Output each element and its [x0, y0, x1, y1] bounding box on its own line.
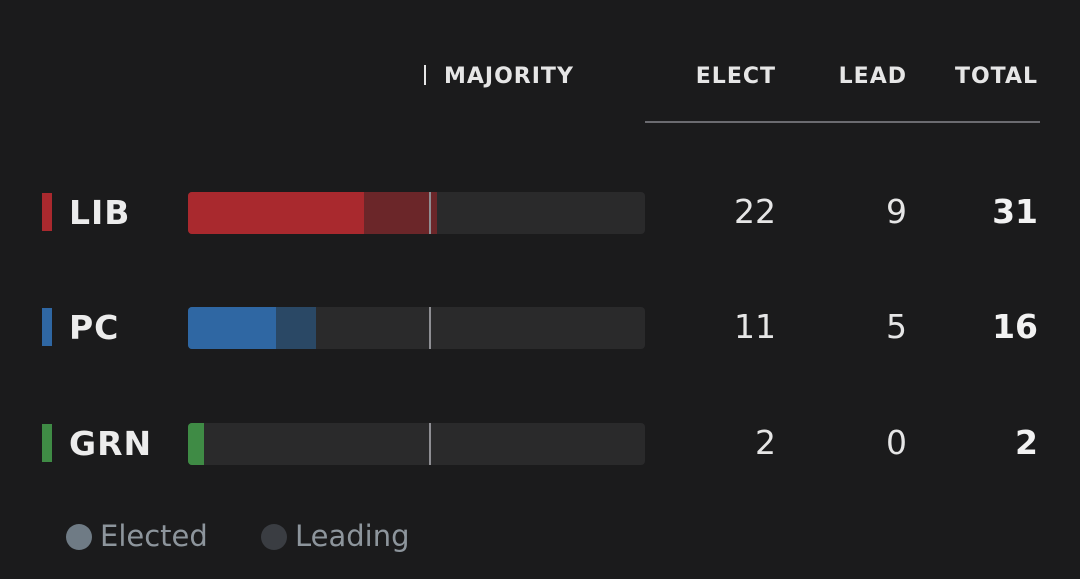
- party-name: GRN: [69, 424, 153, 463]
- header-divider: [645, 121, 1040, 123]
- majority-marker: [429, 192, 431, 234]
- party-name: LIB: [69, 193, 131, 232]
- party-color-swatch: [42, 424, 52, 462]
- total-column-header: TOTAL: [954, 64, 1038, 89]
- total-count: 16: [992, 307, 1038, 346]
- seat-bar-elected: [188, 192, 364, 234]
- seat-bar-elected: [188, 307, 276, 349]
- results-header: MAJORITY ELECT LEAD TOTAL: [0, 64, 1080, 98]
- party-name: PC: [69, 308, 120, 347]
- elected-dot-icon: [66, 524, 92, 550]
- majority-marker: [429, 307, 431, 349]
- seat-bar: [188, 307, 645, 349]
- legend-leading-label: Leading: [295, 519, 410, 553]
- seat-bar: [188, 192, 645, 234]
- leading-count: 9: [886, 192, 907, 231]
- majority-tick-icon: [424, 65, 426, 85]
- total-count: 2: [1015, 423, 1038, 462]
- seat-bar-elected: [188, 423, 204, 465]
- leading-dot-icon: [261, 524, 288, 550]
- total-count: 31: [992, 192, 1038, 231]
- elected-count: 22: [734, 192, 776, 231]
- legend-elected: Elected: [66, 519, 208, 553]
- bar-legend: Elected Leading: [66, 517, 454, 557]
- legend-leading: Leading: [261, 519, 410, 553]
- majority-header: MAJORITY: [420, 64, 574, 89]
- lead-column-header: LEAD: [838, 64, 907, 89]
- seat-bar: [188, 423, 645, 465]
- leading-count: 0: [886, 423, 907, 462]
- party-row-pc: PC 11 5 16: [0, 306, 1080, 350]
- elected-count: 11: [734, 307, 776, 346]
- party-row-grn: GRN 2 0 2: [0, 422, 1080, 466]
- party-row-lib: LIB 22 9 31: [0, 191, 1080, 235]
- legend-elected-label: Elected: [100, 519, 208, 553]
- majority-label: MAJORITY: [444, 64, 574, 89]
- majority-marker: [429, 423, 431, 465]
- party-color-swatch: [42, 308, 52, 346]
- elect-column-header: ELECT: [695, 64, 776, 89]
- party-color-swatch: [42, 193, 52, 231]
- leading-count: 5: [886, 307, 907, 346]
- elected-count: 2: [755, 423, 776, 462]
